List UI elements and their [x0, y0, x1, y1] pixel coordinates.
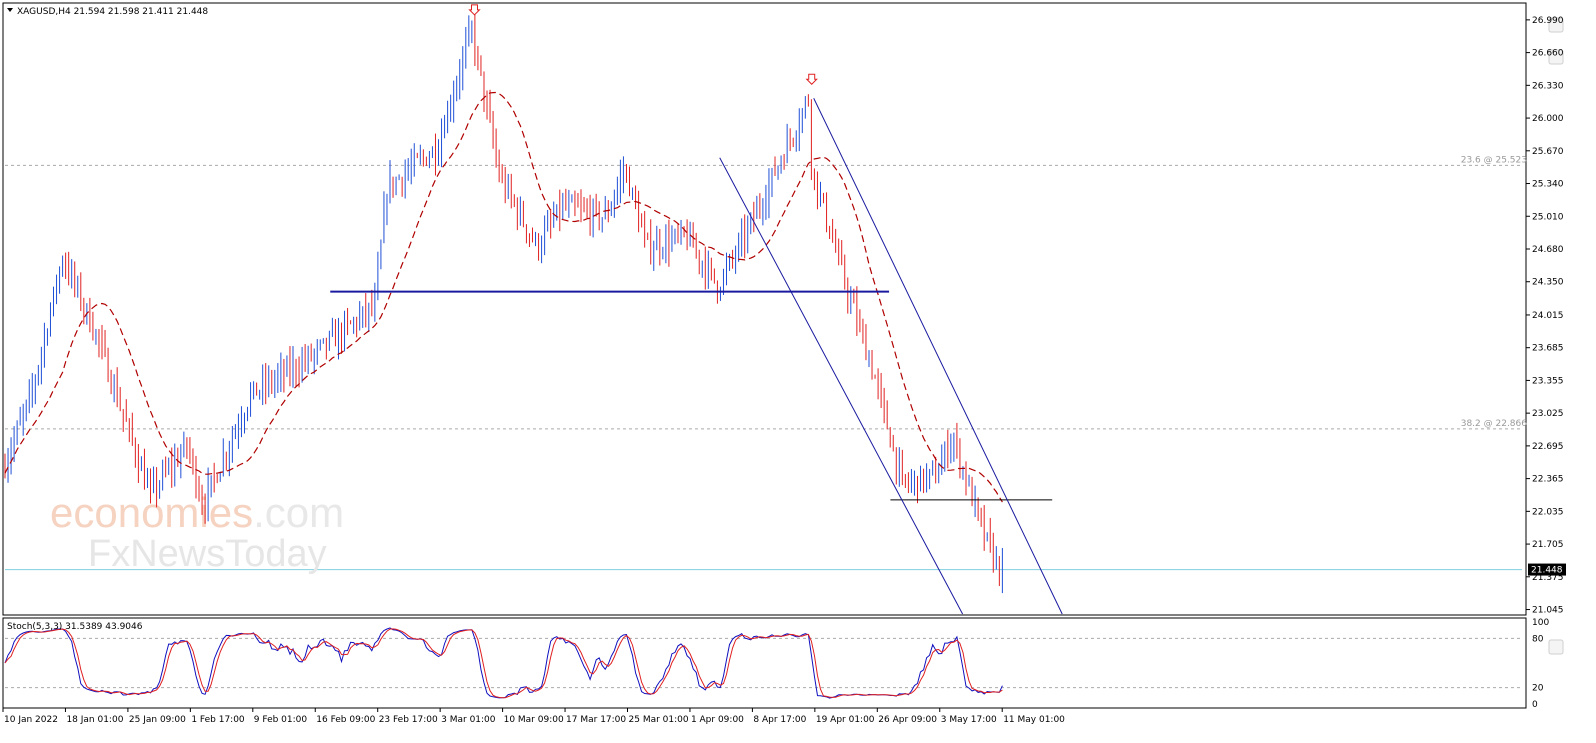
fix-button[interactable]	[1548, 49, 1564, 65]
grid-layer: 23.6 @ 25.523 38.2 @ 22.866	[5, 155, 1528, 571]
price-tick-label: 21.375	[1532, 573, 1564, 583]
price-tick-label: 25.010	[1532, 212, 1564, 222]
price-tick-label: 26.990	[1532, 16, 1564, 26]
channel-lower-line[interactable]	[719, 157, 964, 615]
peak-arrow-icon	[805, 73, 818, 85]
time-tick-label: 3 Mar 01:00	[441, 715, 496, 725]
menu-triangle-icon[interactable]	[7, 8, 13, 12]
main-pane-frame	[2, 2, 1527, 616]
stoch-button[interactable]	[1548, 639, 1564, 655]
price-tick-label: 22.365	[1532, 475, 1564, 485]
side-buttons	[1548, 17, 1564, 655]
overlay-layer	[4, 4, 1063, 615]
price-tick-label: 24.350	[1532, 278, 1564, 288]
current-price-badge	[1528, 563, 1566, 576]
time-tick-label: 23 Feb 17:00	[379, 715, 438, 725]
peak-arrow-icon	[468, 4, 481, 16]
time-tick-label: 10 Mar 09:00	[504, 715, 564, 725]
watermark-com: .com	[253, 489, 344, 536]
watermark: economies.com FxNewsToday	[50, 489, 344, 575]
price-tick-label: 21.705	[1532, 540, 1564, 550]
time-tick-label: 25 Jan 09:00	[129, 715, 186, 725]
stoch-layer: 100 80 20 0	[4, 618, 1549, 710]
stoch-signal-line	[4, 628, 1003, 699]
watermark-line2: FxNewsToday	[88, 533, 327, 575]
time-tick-label: 25 Mar 01:00	[629, 715, 689, 725]
price-tick-label: 23.025	[1532, 409, 1564, 419]
stoch-pane-frame	[2, 617, 1527, 709]
current-price-label: 21.448	[1531, 566, 1563, 576]
price-tick-label: 25.340	[1532, 180, 1564, 190]
fib-level-label: 23.6 @ 25.523	[1461, 155, 1527, 165]
fib-level-label: 38.2 @ 22.866	[1461, 419, 1528, 429]
price-tick-label: 25.670	[1532, 147, 1564, 157]
time-tick-label: 1 Feb 17:00	[191, 715, 245, 725]
price-tick-label: 21.045	[1532, 606, 1564, 616]
symbol-header: XAGUSD,H4 21.594 21.598 21.411 21.448	[7, 7, 208, 17]
price-tick-label: 22.035	[1532, 507, 1564, 517]
time-axis: 10 Jan 2022 18 Jan 01:00 25 Jan 09:00 1 Feb…	[2, 708, 1065, 725]
price-axis: 26.990 26.660 26.330 26.000 25.670 25.340 25.0…	[1526, 16, 1566, 616]
time-tick-label: 9 Feb 01:00	[254, 715, 308, 725]
stoch-tick-label: 0	[1532, 700, 1538, 710]
price-tick-label: 26.660	[1532, 49, 1564, 59]
candles-layer	[4, 11, 1003, 594]
price-tick-label: 24.680	[1532, 245, 1564, 255]
time-tick-label: 26 Apr 09:00	[878, 715, 937, 725]
price-tick-label: 23.685	[1532, 344, 1564, 354]
time-tick-label: 16 Feb 09:00	[316, 715, 375, 725]
time-tick-label: 17 Mar 17:00	[566, 715, 626, 725]
scale-button[interactable]	[1548, 17, 1564, 33]
time-tick-label: 1 Apr 09:00	[691, 715, 744, 725]
time-tick-label: 11 May 01:00	[1003, 715, 1065, 725]
stoch-tick-label: 100	[1532, 618, 1549, 628]
channel-upper-line[interactable]	[813, 98, 1063, 615]
price-tick-label: 26.000	[1532, 114, 1564, 124]
time-tick-label: 10 Jan 2022	[4, 715, 58, 725]
moving-average-line	[4, 91, 1003, 503]
price-tick-label: 24.015	[1532, 311, 1564, 321]
watermark-line1: economies.com	[50, 489, 344, 536]
time-tick-label: 3 May 17:00	[941, 715, 997, 725]
price-tick-label: 22.695	[1532, 442, 1564, 452]
price-tick-label: 23.355	[1532, 376, 1564, 386]
time-tick-label: 18 Jan 01:00	[66, 715, 123, 725]
stoch-header: Stoch(5,3,3) 31.5389 43.9046	[7, 622, 143, 632]
time-tick-label: 19 Apr 01:00	[816, 715, 875, 725]
stoch-tick-label: 80	[1532, 634, 1544, 644]
time-tick-label: 8 Apr 17:00	[753, 715, 806, 725]
symbol-line: XAGUSD,H4 21.594 21.598 21.411 21.448	[17, 7, 208, 17]
stoch-tick-label: 20	[1532, 684, 1544, 694]
watermark-economies: economies	[50, 489, 253, 536]
price-tick-label: 26.330	[1532, 81, 1564, 91]
